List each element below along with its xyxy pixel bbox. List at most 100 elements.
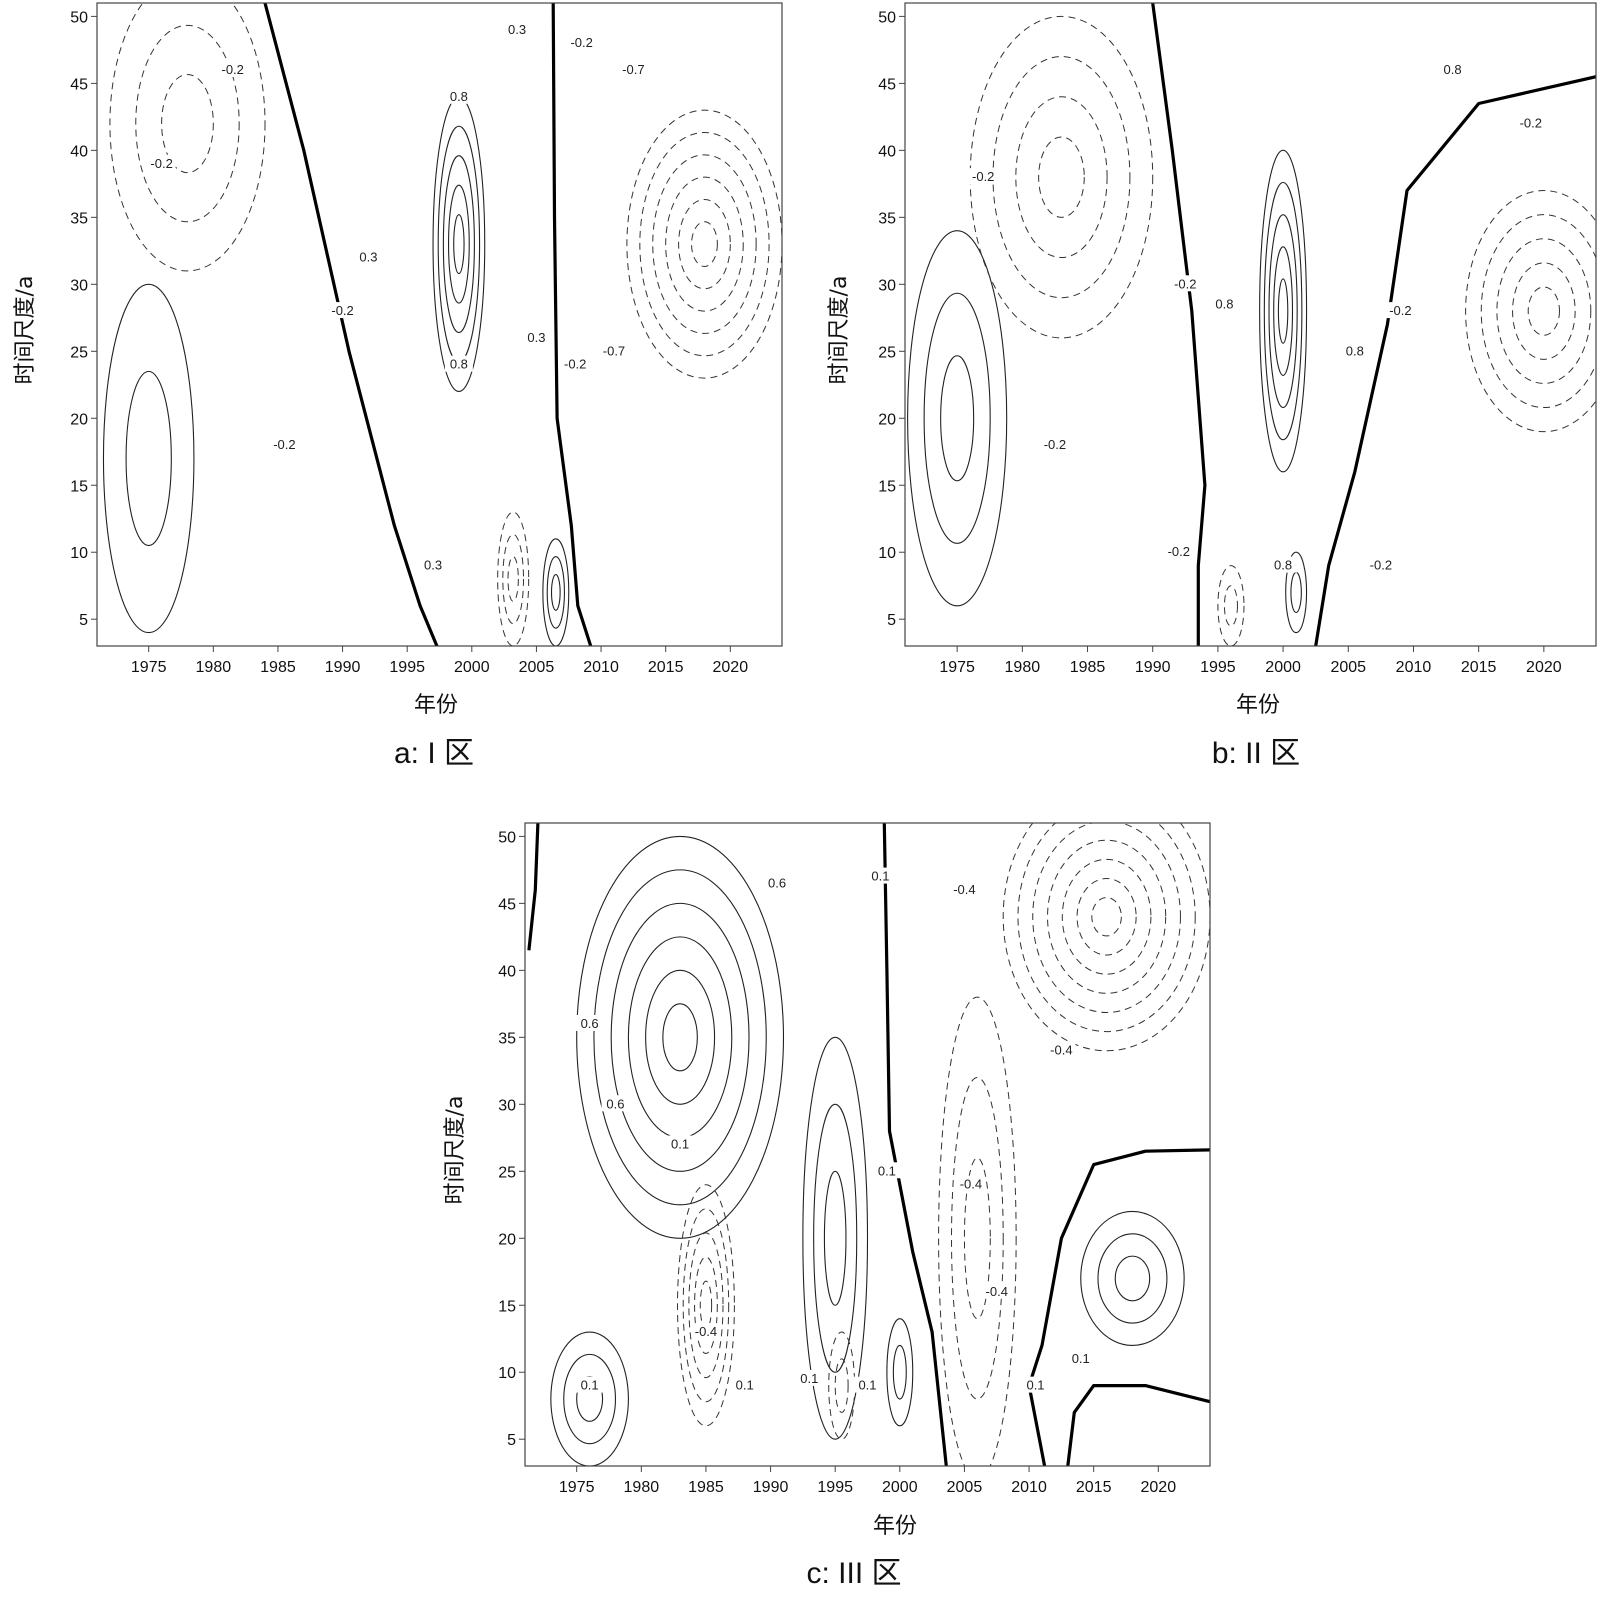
y-tick-label: 5 bbox=[887, 612, 896, 629]
x-tick-label: 2020 bbox=[713, 659, 749, 676]
panel-b-ylabel: 时间尺度/a bbox=[827, 276, 852, 385]
contour-label-bg bbox=[666, 1135, 695, 1152]
contour-label-bg bbox=[218, 60, 247, 77]
zero-contour-line bbox=[1151, 3, 1207, 646]
contour-label: -0.2 bbox=[222, 62, 244, 77]
contour-label-bg bbox=[354, 248, 383, 265]
x-tick-label: 1980 bbox=[196, 659, 232, 676]
contour-label-bg bbox=[575, 1376, 604, 1393]
y-tick-label: 25 bbox=[498, 1164, 516, 1181]
negative-contour bbox=[1512, 262, 1576, 360]
negative-contour bbox=[626, 109, 782, 379]
x-tick-label: 1990 bbox=[325, 659, 361, 676]
contour-label: -0.2 bbox=[1168, 544, 1190, 559]
positive-contour bbox=[940, 355, 975, 482]
y-tick-label: 35 bbox=[498, 1030, 516, 1047]
contour-label: 0.6 bbox=[768, 875, 786, 890]
contour-label: 0.8 bbox=[1215, 296, 1233, 311]
contour-label-bg bbox=[503, 20, 532, 37]
y-tick-label: 30 bbox=[70, 277, 88, 294]
contour-label: -0.4 bbox=[986, 1284, 1008, 1299]
x-tick-label: 2015 bbox=[1461, 659, 1497, 676]
contour-label-bg bbox=[1516, 114, 1545, 131]
contour-label-bg bbox=[599, 342, 628, 359]
contour-label-bg bbox=[1366, 556, 1395, 573]
contour-label: 0.1 bbox=[1026, 1378, 1044, 1393]
contour-label: -0.7 bbox=[622, 62, 644, 77]
contour-label: -0.2 bbox=[564, 357, 586, 372]
x-tick-label: 2005 bbox=[1330, 659, 1366, 676]
contour-label: 0.1 bbox=[1072, 1351, 1090, 1366]
contour-label: -0.2 bbox=[1520, 116, 1542, 131]
contour-label: 0.1 bbox=[878, 1163, 896, 1178]
x-tick-label: 2020 bbox=[1526, 659, 1562, 676]
negative-contour bbox=[1017, 823, 1196, 1033]
x-tick-label: 2010 bbox=[1011, 1479, 1047, 1496]
zero-contour-line bbox=[882, 823, 948, 1466]
y-tick-label: 20 bbox=[498, 1231, 516, 1248]
contour-label: -0.2 bbox=[1174, 276, 1196, 291]
x-tick-label: 2000 bbox=[1265, 659, 1301, 676]
zero-contour-line bbox=[263, 3, 439, 646]
contour-label: -0.4 bbox=[1050, 1043, 1072, 1058]
y-tick-label: 20 bbox=[878, 411, 896, 428]
contour-label-bg bbox=[872, 1162, 901, 1179]
contour-label-bg bbox=[1269, 556, 1298, 573]
contour-label-bg bbox=[1438, 60, 1467, 77]
contour-label: 0.1 bbox=[800, 1371, 818, 1386]
positive-contour bbox=[886, 1318, 914, 1427]
contour-label: 0.1 bbox=[671, 1137, 689, 1152]
positive-contour bbox=[550, 1331, 629, 1466]
positive-contour bbox=[892, 1344, 907, 1400]
negative-contour bbox=[828, 1331, 856, 1440]
y-tick-label: 5 bbox=[507, 1432, 516, 1449]
y-tick-label: 45 bbox=[498, 896, 516, 913]
positive-contour bbox=[1080, 1210, 1185, 1346]
contour-label: -0.2 bbox=[972, 169, 994, 184]
contour-label: -0.4 bbox=[695, 1324, 717, 1339]
contour-label-bg bbox=[853, 1376, 882, 1393]
contour-label-bg bbox=[567, 34, 596, 51]
contour-label: 0.3 bbox=[508, 22, 526, 37]
plot-area-0 bbox=[102, 3, 782, 646]
contour-label: 0.1 bbox=[858, 1378, 876, 1393]
y-tick-label: 35 bbox=[70, 210, 88, 227]
positive-contour bbox=[1277, 278, 1289, 344]
y-tick-label: 10 bbox=[70, 545, 88, 562]
negative-contour bbox=[682, 1208, 730, 1403]
contour-label: 0.6 bbox=[606, 1096, 624, 1111]
panel-a-ylabel: 时间尺度/a bbox=[13, 276, 38, 385]
y-tick-label: 10 bbox=[878, 545, 896, 562]
negative-contour bbox=[1223, 585, 1238, 627]
contour-label: 0.8 bbox=[450, 89, 468, 104]
contour-label-bg bbox=[147, 154, 176, 171]
contour-label: -0.2 bbox=[1389, 303, 1411, 318]
negative-contour bbox=[1480, 214, 1596, 409]
contour-label: -0.2 bbox=[331, 303, 353, 318]
contour-label-bg bbox=[601, 1095, 630, 1112]
negative-contour bbox=[1496, 238, 1592, 384]
negative-contour bbox=[1061, 858, 1152, 975]
y-tick-label: 30 bbox=[878, 277, 896, 294]
panel-a: a: I 区 年份 时间尺度/a -0.2 -0.2 -0.2 -0.2 0.3 0.8 0… bbox=[13, 2, 783, 770]
contour-label: 0.8 bbox=[1274, 558, 1292, 573]
positive-contour bbox=[1290, 571, 1302, 614]
contour-label-bg bbox=[619, 60, 648, 77]
x-tick-label: 2005 bbox=[519, 659, 555, 676]
negative-contour bbox=[507, 556, 519, 602]
positive-contour bbox=[432, 96, 486, 393]
y-tick-label: 30 bbox=[498, 1097, 516, 1114]
contour-label-bg bbox=[328, 302, 357, 319]
contour-label-bg bbox=[444, 355, 473, 372]
x-tick-label: 1995 bbox=[1200, 659, 1236, 676]
contour-label-bg bbox=[691, 1323, 720, 1340]
negative-contour bbox=[1465, 190, 1596, 433]
x-tick-label: 1995 bbox=[389, 659, 425, 676]
contour-label: -0.7 bbox=[603, 343, 625, 358]
x-tick-label: 1985 bbox=[260, 659, 296, 676]
contour-label-bg bbox=[1210, 295, 1239, 312]
positive-contour bbox=[823, 1170, 847, 1306]
contour-label-bg bbox=[1171, 275, 1200, 292]
positive-contour bbox=[442, 155, 475, 334]
